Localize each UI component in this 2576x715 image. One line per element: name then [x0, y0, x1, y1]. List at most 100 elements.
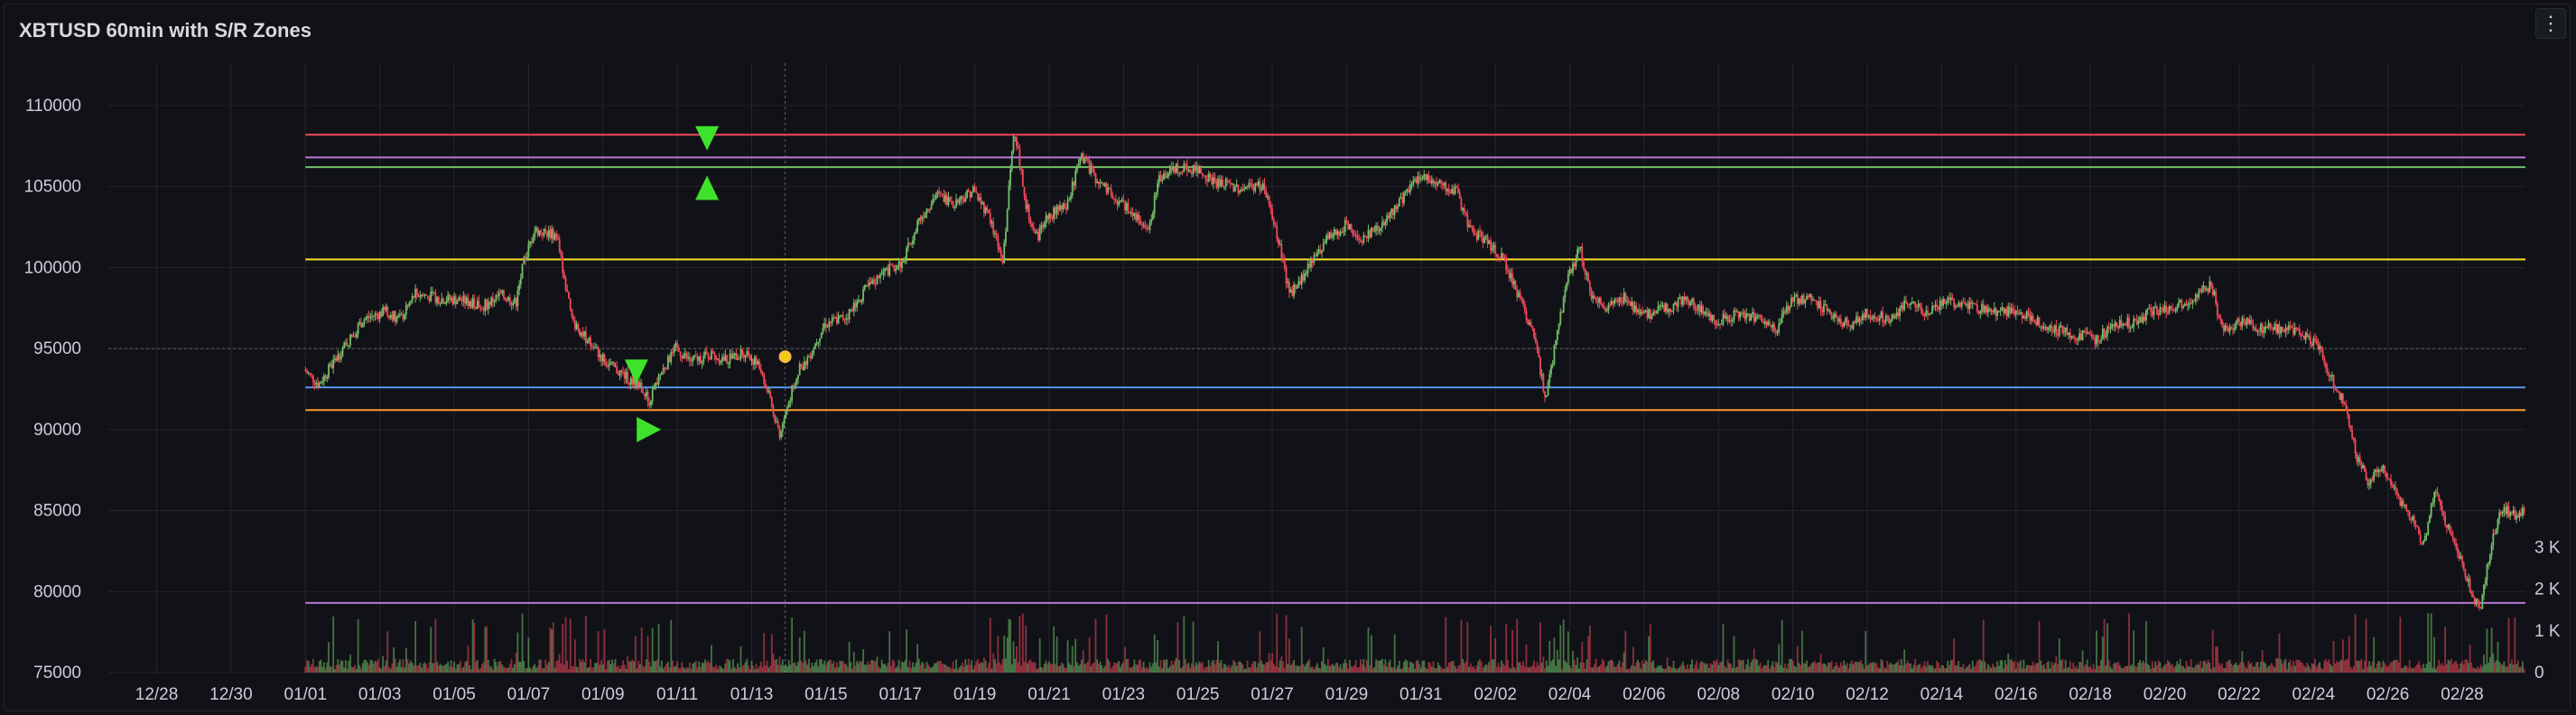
volume-bar — [1501, 660, 1502, 673]
candle-body — [656, 382, 658, 385]
candle-body — [797, 375, 799, 379]
candle-body — [688, 357, 691, 361]
candle-body — [476, 301, 479, 310]
candle-body — [1359, 239, 1362, 243]
volume-bar — [947, 666, 950, 673]
candle-body — [674, 343, 677, 347]
candle-body — [1297, 281, 1300, 288]
candle-body — [2219, 317, 2222, 320]
volume-bar — [1748, 666, 1751, 673]
volume-bar — [1632, 646, 1634, 673]
candle-body — [519, 278, 522, 285]
volume-bar — [1153, 634, 1156, 673]
volume-bar — [720, 665, 722, 673]
candle-body — [2503, 506, 2506, 513]
volume-bar — [2027, 664, 2030, 673]
volume-bar — [677, 668, 680, 673]
volume-bar — [1451, 661, 1454, 673]
volume-bar — [958, 667, 961, 673]
volume-bar — [1936, 660, 1939, 673]
candle-body — [1649, 309, 1651, 320]
volume-bar — [1813, 661, 1816, 673]
volume-bar — [2237, 664, 2239, 673]
volume-bar — [648, 661, 651, 673]
candle-body — [1337, 231, 1340, 236]
candle-body — [1603, 307, 1605, 309]
candle-body — [557, 237, 559, 240]
volume-bar — [546, 664, 548, 673]
candle-body — [1637, 309, 1639, 312]
volume-bar — [1722, 624, 1725, 673]
volume-bar — [1877, 666, 1879, 673]
volume-bar — [1556, 649, 1558, 673]
volume-bar — [339, 664, 340, 673]
volume-bar — [1293, 659, 1296, 673]
volume-bar — [2337, 662, 2339, 673]
volume-bar — [361, 663, 364, 673]
volume-bar — [564, 617, 567, 673]
candle-body — [1354, 235, 1357, 237]
volume-bar — [1590, 667, 1593, 673]
candle-body — [1096, 181, 1099, 184]
volume-bar — [908, 660, 911, 673]
volume-bar — [2029, 665, 2032, 673]
candle-body — [1954, 305, 1957, 308]
candle-body — [2044, 327, 2047, 329]
volume-bar — [1458, 664, 1461, 673]
volume-bar — [1680, 664, 1683, 673]
volume-bar — [882, 664, 885, 673]
volume-bar — [1726, 659, 1729, 673]
candle-body — [1511, 273, 1513, 285]
candle-body — [947, 197, 950, 206]
candle-body — [591, 346, 593, 348]
y-tick-label: 80000 — [33, 582, 81, 601]
candle-body — [1410, 184, 1413, 186]
volume-bar — [670, 619, 673, 673]
volume-bar — [478, 669, 480, 673]
volume-bar — [1401, 667, 1404, 673]
x-tick-label: 01/27 — [1251, 685, 1294, 704]
volume-bar — [2374, 668, 2376, 673]
candle-body — [2393, 486, 2395, 488]
volume-bar — [2467, 663, 2469, 673]
candle-body — [1174, 167, 1176, 173]
candle-body — [1110, 189, 1112, 196]
candle-body — [1632, 302, 1634, 312]
candle-body — [1468, 225, 1470, 228]
volume-bar — [1809, 665, 1811, 673]
volume-bar — [755, 664, 758, 673]
volume-bar — [830, 659, 832, 673]
candle-body — [969, 191, 972, 198]
volume-bar — [2003, 668, 2004, 673]
candle-body — [2287, 325, 2290, 330]
volume-bar — [1352, 666, 1354, 673]
candle-body — [831, 317, 833, 323]
volume-bar — [2272, 665, 2274, 673]
candle-body — [792, 385, 795, 389]
candle-body — [1192, 164, 1195, 174]
volume-bar — [1931, 665, 1934, 673]
y-tick-label: 90000 — [33, 421, 81, 440]
candle-body — [1347, 221, 1350, 229]
volume-bar — [1103, 665, 1106, 673]
vertical-ellipsis-icon[interactable]: ⋮ — [2535, 8, 2566, 39]
volume-bar — [1709, 663, 1712, 673]
candle-body — [1986, 308, 1989, 313]
volume-bar — [2098, 665, 2101, 673]
x-tick-label: 01/05 — [432, 685, 476, 704]
volume-bar — [541, 668, 544, 673]
volume-bar — [2162, 666, 2164, 673]
candle-body — [1672, 303, 1675, 311]
candle-body — [1083, 157, 1086, 163]
candle-body — [1976, 304, 1978, 312]
candle-body — [2187, 304, 2190, 306]
volume-bar — [629, 661, 632, 673]
volume-bar — [1081, 659, 1083, 673]
volume-bar — [1051, 664, 1054, 673]
candle-body — [1311, 259, 1314, 263]
candle-body — [2207, 288, 2209, 292]
candle-body — [2069, 332, 2071, 339]
candle-body — [1744, 312, 1746, 320]
candle-body — [1598, 298, 1601, 303]
candle-body — [2140, 317, 2143, 323]
